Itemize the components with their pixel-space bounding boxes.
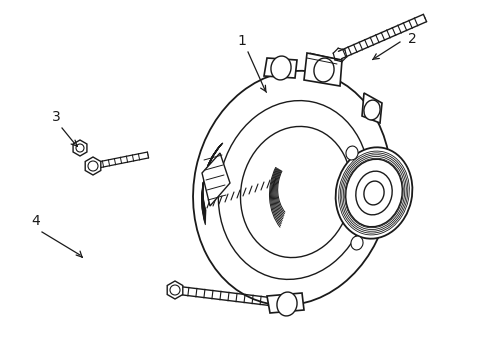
Text: 1: 1 (237, 34, 246, 48)
Ellipse shape (335, 147, 411, 239)
Polygon shape (304, 53, 341, 86)
Text: 3: 3 (52, 110, 60, 124)
Ellipse shape (355, 171, 391, 215)
Ellipse shape (170, 285, 180, 295)
Polygon shape (85, 157, 101, 175)
Ellipse shape (363, 100, 379, 120)
Text: 2: 2 (407, 32, 416, 46)
Ellipse shape (240, 126, 351, 257)
Polygon shape (167, 281, 183, 299)
Ellipse shape (193, 71, 390, 305)
Polygon shape (73, 140, 87, 156)
Polygon shape (202, 153, 229, 206)
Polygon shape (266, 293, 304, 313)
Ellipse shape (363, 181, 383, 205)
Ellipse shape (350, 236, 362, 250)
Polygon shape (361, 93, 381, 123)
Polygon shape (264, 58, 296, 78)
Ellipse shape (276, 292, 296, 316)
Ellipse shape (218, 100, 369, 279)
Ellipse shape (345, 146, 357, 160)
Ellipse shape (76, 144, 84, 152)
Ellipse shape (88, 161, 98, 171)
Ellipse shape (345, 159, 402, 227)
Ellipse shape (313, 58, 333, 82)
Ellipse shape (270, 56, 290, 80)
Text: 4: 4 (32, 214, 41, 228)
